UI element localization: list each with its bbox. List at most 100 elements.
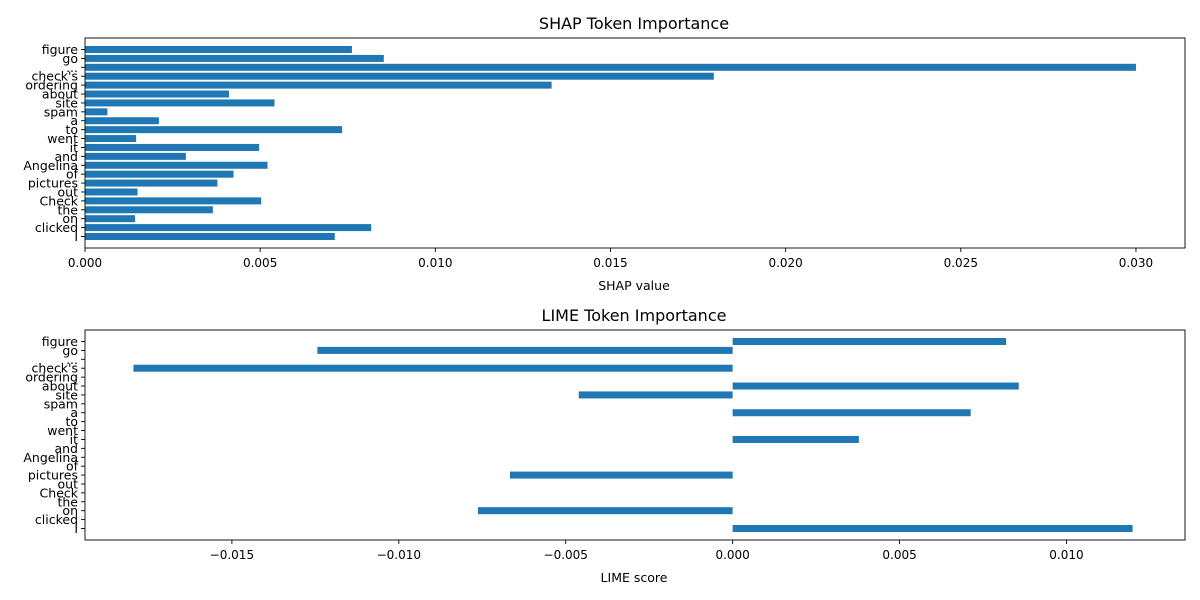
bar-1-15 xyxy=(509,471,733,479)
x-tick-label: −0.005 xyxy=(544,548,588,562)
bar-0-5 xyxy=(85,90,229,98)
y-tick-label: Check xyxy=(40,485,79,500)
shap-chart-title: SHAP Token Importance xyxy=(539,14,729,33)
bar-0-14 xyxy=(85,170,234,178)
y-tick-label: the xyxy=(57,494,78,509)
bar-0-15 xyxy=(85,179,218,187)
bar-1-1 xyxy=(317,346,733,354)
bar-0-10 xyxy=(85,135,137,143)
x-tick-label: 0.000 xyxy=(715,548,749,562)
x-tick-label: 0.015 xyxy=(593,256,627,270)
y-tick-label: out xyxy=(58,184,79,199)
y-tick-label: ... xyxy=(66,352,78,367)
y-tick-label: ordering xyxy=(25,78,78,93)
y-tick-label: Angelina xyxy=(23,158,78,173)
bar-0-13 xyxy=(85,161,268,169)
bar-1-5 xyxy=(732,382,1019,390)
lime-bars xyxy=(133,338,1133,532)
bar-1-6 xyxy=(578,391,733,399)
x-tick-label: −0.010 xyxy=(377,548,421,562)
y-tick-label: on xyxy=(62,503,78,518)
bar-0-21 xyxy=(85,233,335,240)
x-tick-label: −0.015 xyxy=(210,548,254,562)
y-tick-label: ... xyxy=(66,60,78,75)
y-tick-label: to xyxy=(65,122,78,137)
y-tick-label: a xyxy=(70,113,78,128)
y-tick-label: clicked xyxy=(35,512,78,527)
bar-0-0 xyxy=(85,46,352,53)
y-tick-label: went xyxy=(47,423,78,438)
bar-0-19 xyxy=(85,215,136,223)
lime-x-axis-label: LIME score xyxy=(601,570,668,585)
bar-1-11 xyxy=(732,435,859,443)
y-tick-label: pictures xyxy=(28,176,78,191)
y-tick-label: spam xyxy=(44,104,78,119)
y-tick-label: ordering xyxy=(25,370,78,385)
y-tick-label: site xyxy=(55,95,78,110)
y-tick-label: went xyxy=(47,131,78,146)
y-tick-label: out xyxy=(58,476,79,491)
y-tick-label: and xyxy=(54,441,78,456)
y-tick-label: figure xyxy=(42,334,79,349)
y-tick-label: of xyxy=(66,459,79,474)
y-tick-label: spam xyxy=(44,396,78,411)
bar-1-19 xyxy=(477,507,733,515)
lime-chart-title: LIME Token Importance xyxy=(542,306,727,325)
y-tick-label: about xyxy=(42,87,78,102)
y-tick-label: go xyxy=(62,343,78,358)
x-tick-label: 0.010 xyxy=(1049,548,1083,562)
y-tick-label: it xyxy=(70,140,78,155)
bar-0-1 xyxy=(85,54,384,62)
shap-x-ticks: 0.000 0.005 0.010 0.015 0.020 0.025 0.030 xyxy=(68,248,1153,270)
y-tick-label: I xyxy=(74,521,78,536)
y-tick-label: I xyxy=(74,229,78,244)
y-tick-label: check's xyxy=(31,69,78,84)
y-tick-label: pictures xyxy=(28,468,78,483)
bar-0-7 xyxy=(85,108,108,116)
bar-1-3 xyxy=(133,364,733,372)
lime-x-ticks: −0.015 −0.010 −0.005 0.000 0.005 0.010 xyxy=(210,540,1084,562)
bar-0-20 xyxy=(85,224,372,232)
bar-1-0 xyxy=(732,338,1007,345)
y-tick-label: figure xyxy=(42,42,79,57)
y-tick-label: the xyxy=(57,202,78,217)
bar-0-16 xyxy=(85,188,138,196)
bar-1-8 xyxy=(732,409,971,417)
shap-bars xyxy=(85,46,1136,240)
bar-0-3 xyxy=(85,72,714,80)
lime-axes-frame xyxy=(84,329,1186,541)
y-tick-label: it xyxy=(70,432,78,447)
bar-0-11 xyxy=(85,143,260,151)
bar-1-21 xyxy=(732,525,1133,532)
y-tick-label: go xyxy=(62,51,78,66)
x-tick-label: 0.020 xyxy=(768,256,802,270)
x-tick-label: 0.000 xyxy=(68,256,102,270)
lime-panel: LIME Token Importance figurego...check's… xyxy=(23,306,1186,585)
x-tick-label: 0.025 xyxy=(944,256,978,270)
x-tick-label: 0.005 xyxy=(882,548,916,562)
bar-0-6 xyxy=(85,99,275,107)
bar-0-4 xyxy=(85,81,552,89)
y-tick-label: Angelina xyxy=(23,450,78,465)
bar-0-18 xyxy=(85,206,213,214)
bar-0-17 xyxy=(85,197,262,205)
y-tick-label: clicked xyxy=(35,220,78,235)
bar-0-2 xyxy=(85,63,1136,71)
y-tick-label: about xyxy=(42,379,78,394)
x-tick-label: 0.010 xyxy=(418,256,452,270)
x-tick-label: 0.030 xyxy=(1119,256,1153,270)
bar-0-8 xyxy=(85,117,159,125)
lime-y-tick-labels: figurego...check'sorderingaboutsitespama… xyxy=(23,334,85,536)
bar-0-12 xyxy=(85,152,186,160)
shap-y-tick-labels: figurego...check'sorderingaboutsitespama… xyxy=(23,42,85,244)
y-tick-label: site xyxy=(55,387,78,402)
shap-x-axis-label: SHAP value xyxy=(598,278,670,293)
y-tick-label: Check xyxy=(40,193,79,208)
y-tick-label: to xyxy=(65,414,78,429)
y-tick-label: on xyxy=(62,211,78,226)
shap-panel: SHAP Token Importance figurego...check's… xyxy=(23,14,1186,293)
shap-axes-frame xyxy=(84,37,1186,249)
y-tick-label: of xyxy=(66,167,79,182)
x-tick-label: 0.005 xyxy=(243,256,277,270)
